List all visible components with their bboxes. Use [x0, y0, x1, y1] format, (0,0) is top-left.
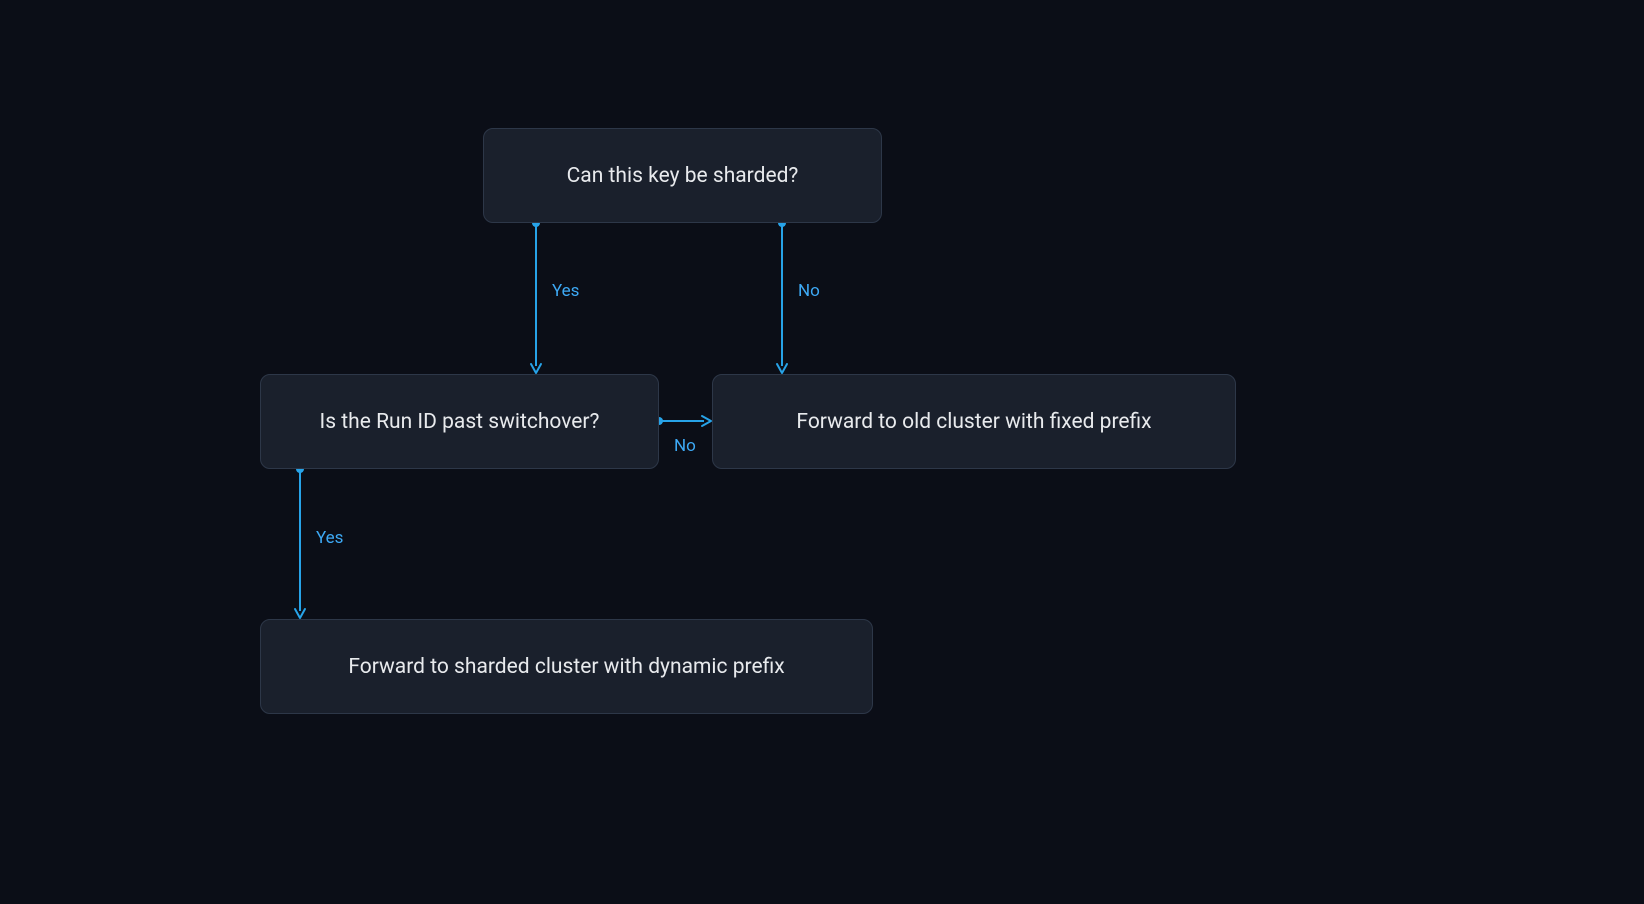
decision-node-runid: Is the Run ID past switchover?: [260, 374, 659, 469]
edge-label-no-2: No: [674, 436, 696, 456]
node-label: Forward to sharded cluster with dynamic …: [348, 655, 784, 679]
edge-label-yes-2: Yes: [316, 528, 343, 548]
action-node-old-cluster: Forward to old cluster with fixed prefix: [712, 374, 1236, 469]
node-label: Can this key be sharded?: [567, 164, 799, 188]
node-label: Is the Run ID past switchover?: [320, 410, 600, 434]
decision-node-sharded: Can this key be sharded?: [483, 128, 882, 223]
action-node-sharded-cluster: Forward to sharded cluster with dynamic …: [260, 619, 873, 714]
node-label: Forward to old cluster with fixed prefix: [796, 410, 1151, 434]
edge-label-yes-1: Yes: [552, 281, 579, 301]
edge-label-no-1: No: [798, 281, 820, 301]
